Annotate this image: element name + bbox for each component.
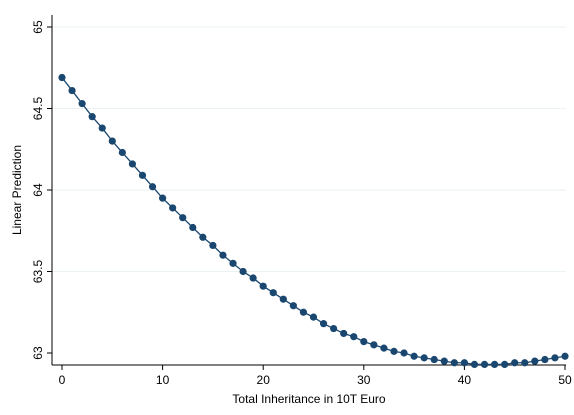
data-point (460, 359, 468, 367)
data-point (430, 355, 438, 364)
data-point (501, 360, 509, 369)
y-axis-title: Linear Prediction (10, 145, 24, 235)
x-tick-label: 10 (156, 373, 170, 387)
x-ticks: 0 10 20 30 40 50 (59, 365, 572, 387)
data-point (410, 352, 418, 360)
data-point (269, 289, 277, 297)
data-point (189, 223, 197, 232)
y-tick-label: 63 (31, 346, 45, 360)
y-tick-label: 64 (31, 183, 45, 197)
data-point (138, 171, 147, 179)
data-point (128, 160, 137, 168)
data-point (118, 148, 126, 157)
data-point (440, 357, 448, 365)
data-point (490, 360, 499, 369)
data-point (219, 251, 227, 259)
data-point (340, 329, 348, 338)
data-point (239, 267, 247, 276)
x-tick-label: 30 (357, 373, 371, 387)
data-point (88, 113, 96, 121)
data-point (370, 341, 378, 349)
data-point (68, 86, 76, 95)
data-point (169, 204, 177, 212)
data-point (470, 360, 479, 369)
x-tick-label: 20 (257, 373, 271, 387)
y-tick-label: 64.5 (31, 96, 45, 120)
data-point (279, 295, 287, 303)
data-point (511, 359, 519, 367)
x-tick-label: 40 (458, 373, 472, 387)
data-point (299, 308, 308, 316)
data-point (319, 320, 328, 328)
y-tick-label: 63.5 (31, 259, 45, 283)
data-point (179, 214, 187, 222)
data-point (98, 124, 106, 132)
data-point (531, 357, 539, 365)
data-point (350, 333, 358, 341)
data-point (330, 324, 338, 333)
data-point (400, 349, 408, 357)
data-point (58, 73, 66, 82)
data-point (289, 302, 297, 310)
data-points (58, 73, 569, 369)
data-point (521, 359, 529, 367)
x-axis-title: Total Inheritance in 10T Euro (232, 392, 386, 406)
data-point (209, 241, 217, 250)
data-point (561, 352, 569, 360)
series-line (61, 77, 566, 366)
x-tick-label: 50 (558, 373, 572, 387)
data-point (541, 355, 549, 364)
data-point (259, 282, 267, 290)
y-ticks: 63 63.5 64 64.5 65 (31, 20, 52, 360)
data-point (390, 347, 398, 355)
data-point (249, 274, 257, 282)
data-point (551, 354, 559, 362)
data-point (380, 344, 388, 352)
y-tick-label: 65 (31, 20, 45, 34)
data-point (78, 100, 86, 108)
data-point (108, 137, 116, 145)
data-point (159, 194, 167, 202)
data-point (420, 354, 428, 362)
data-point (229, 259, 237, 267)
data-point (199, 233, 207, 241)
data-point (148, 183, 157, 191)
grid-lines (52, 26, 566, 272)
x-tick-label: 0 (59, 373, 66, 387)
data-point (450, 359, 458, 367)
data-point (309, 313, 318, 321)
data-point (480, 360, 489, 369)
data-point (360, 337, 368, 346)
